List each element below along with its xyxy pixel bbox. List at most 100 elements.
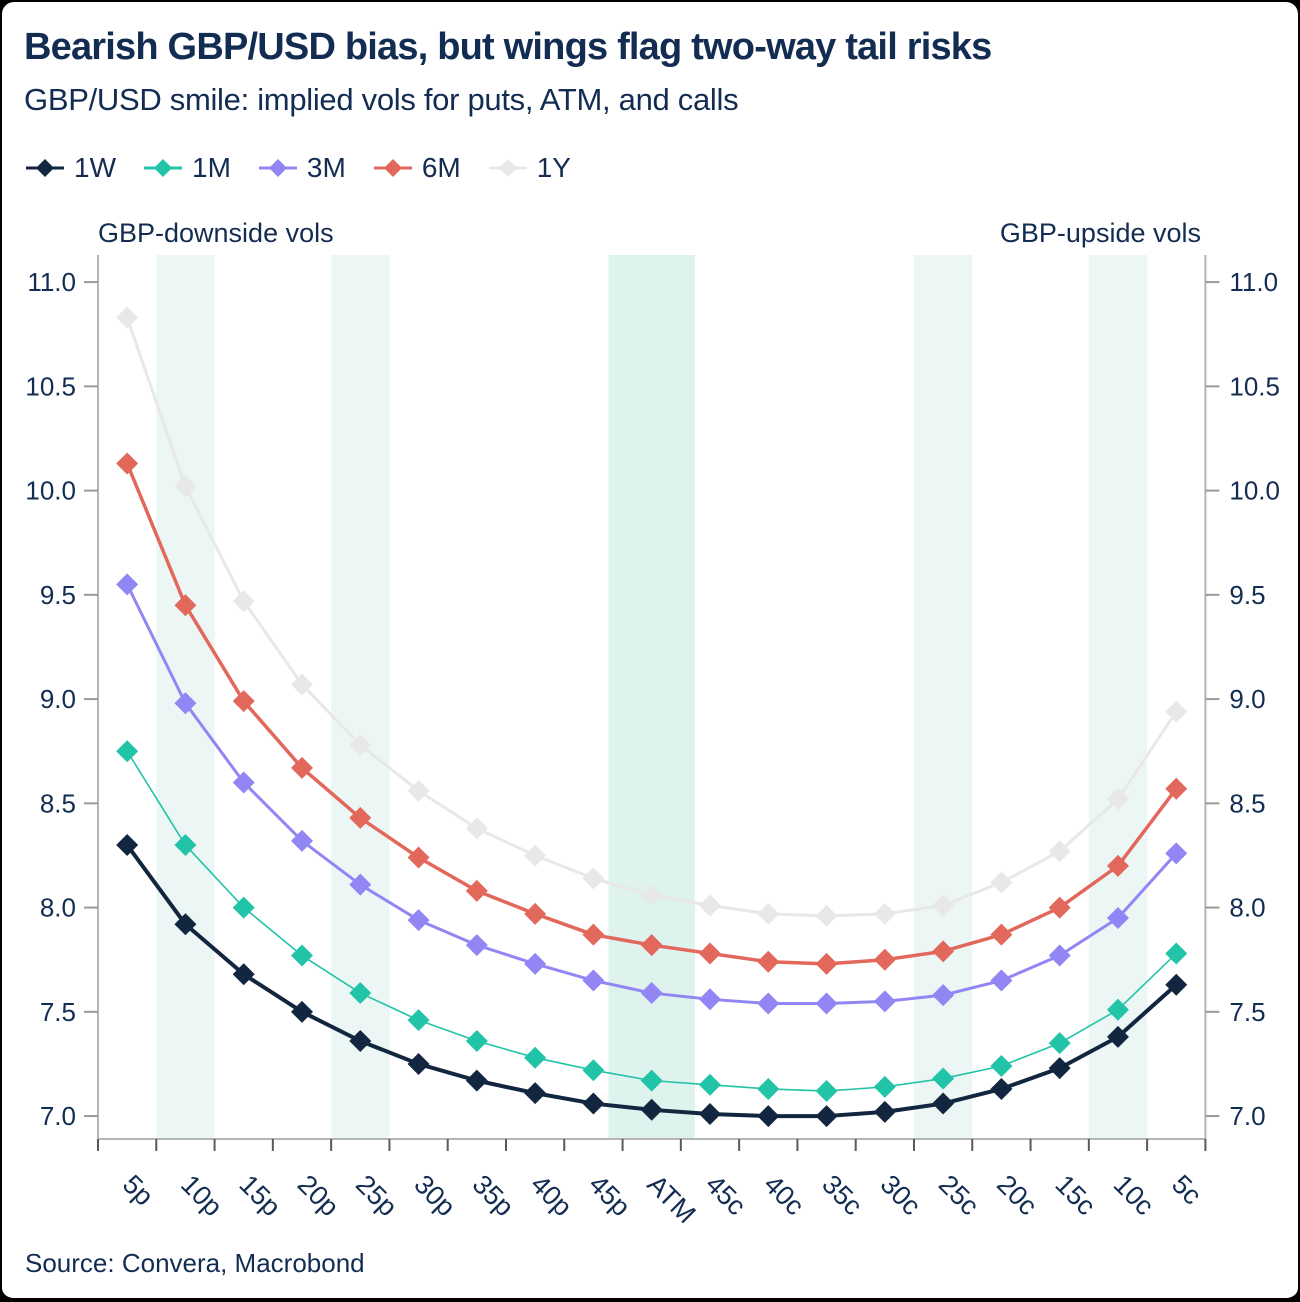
marker-1Y-30c [873,902,896,925]
y-tick-label-right-8.0: 8.0 [1229,893,1265,923]
marker-1Y-20c [990,871,1013,894]
legend-diamond [154,159,172,177]
x-tick-label-15c: 15c [1049,1169,1101,1221]
x-tick-label-5c: 5c [1166,1169,1207,1210]
y-tick-label-left-8.5: 8.5 [40,788,76,818]
marker-6M-40c [757,950,780,973]
marker-3M-15c [1048,944,1071,967]
marker-1Y-45p [582,867,605,890]
marker-1M-35c [815,1080,838,1103]
marker-1W-15p [232,963,255,986]
legend-label-1Y: 1Y [536,152,571,183]
y-tick-label-right-10.5: 10.5 [1229,371,1280,401]
y-tick-label-right-9.5: 9.5 [1229,580,1265,610]
marker-1M-10p [174,834,197,857]
marker-1M-5p [116,740,139,763]
legend-label-3M: 3M [306,152,346,183]
marker-1M-45p [582,1059,605,1082]
legend-label-6M: 6M [421,152,461,183]
marker-1Y-15p [232,590,255,613]
x-tick-label-35c: 35c [816,1169,868,1221]
marker-3M-5p [116,573,139,596]
legend-label-1M: 1M [192,152,231,183]
marker-6M-10c [1106,854,1129,877]
marker-6M-30c [873,948,896,971]
y-tick-label-left-7.0: 7.0 [40,1101,76,1131]
x-tick-label-20p: 20p [292,1169,345,1222]
x-tick-label-30c: 30c [875,1169,927,1221]
marker-1Y-45c [698,894,721,917]
legend-diamond [498,159,517,177]
marker-6M-20c [990,923,1013,946]
marker-1W-45c [698,1102,721,1125]
x-tick-label-10p: 10p [175,1169,228,1222]
marker-1M-35p [465,1030,488,1053]
marker-6M-45c [698,942,721,965]
marker-3M-25c [932,984,955,1007]
legend-diamond [268,159,287,177]
y-tick-label-right-7.0: 7.0 [1229,1101,1265,1131]
marker-6M-35p [465,879,488,902]
marker-6M-20p [290,756,313,779]
marker-1Y-ATM [640,884,663,907]
y-tick-label-left-11.0: 11.0 [27,267,76,297]
x-tick-label-15p: 15p [233,1169,286,1222]
series-markers-1M [116,740,1188,1103]
marker-1W-25p [349,1030,372,1053]
x-tick-label-ATM: ATM [641,1169,701,1229]
marker-1Y-20p [290,673,313,696]
x-tick-label-25p: 25p [350,1169,403,1222]
marker-3M-20p [290,829,313,852]
highlight-band-ATM [608,255,695,1139]
series-markers-6M [116,452,1188,975]
legend: 1W 1M 3M 6M 1Y [24,152,571,184]
marker-1Y-25c [932,894,955,917]
marker-1W-30c [873,1100,896,1123]
marker-3M-5c [1165,842,1188,865]
legend-marker-1M-icon [144,159,182,177]
marker-6M-ATM [640,934,663,957]
legend-item-6M: 6M [372,152,461,184]
marker-1W-5c [1165,973,1188,996]
x-tick-label-40c: 40c [758,1169,810,1221]
legend-item-1W: 1W [24,152,116,184]
legend-marker-1W-icon [26,159,64,177]
marker-3M-45p [582,969,605,992]
series-markers-1W [116,834,1188,1128]
marker-1Y-10c [1106,788,1129,811]
marker-3M-35c [815,992,838,1015]
legend-marker-1Y-icon [488,159,527,177]
y-tick-label-right-11.0: 11.0 [1229,267,1278,297]
marker-1W-30p [407,1052,430,1075]
marker-1W-25c [932,1092,955,1115]
marker-3M-10p [174,692,197,715]
marker-1W-40p [524,1082,547,1105]
marker-3M-20c [990,969,1013,992]
x-tick-label-20c: 20c [991,1169,1043,1221]
marker-3M-45c [698,988,721,1011]
legend-item-1M: 1M [142,152,231,184]
marker-3M-30c [873,990,896,1013]
marker-1M-ATM [640,1069,663,1092]
legend-item-3M: 3M [257,152,346,184]
marker-1W-20p [290,1000,313,1023]
y-tick-label-right-7.5: 7.5 [1229,997,1265,1027]
x-tick-label-40p: 40p [525,1169,578,1222]
marker-3M-10c [1106,907,1129,929]
marker-3M-ATM [640,982,663,1005]
x-tick-label-45c: 45c [700,1169,752,1221]
marker-1Y-40c [757,902,780,925]
y-tick-label-right-10.0: 10.0 [1229,476,1280,506]
marker-1Y-5c [1165,700,1188,723]
highlight-band-25p [331,255,390,1139]
marker-1Y-35c [815,904,838,927]
marker-1W-ATM [640,1098,663,1121]
marker-1M-20c [990,1055,1013,1078]
y-tick-label-right-9.0: 9.0 [1229,684,1265,714]
marker-1Y-30p [407,779,430,802]
marker-6M-10p [174,594,197,617]
series-markers-3M [116,573,1188,1015]
marker-1M-45c [698,1073,721,1096]
marker-1M-20p [290,944,313,967]
y-tick-label-left-9.0: 9.0 [40,684,76,714]
